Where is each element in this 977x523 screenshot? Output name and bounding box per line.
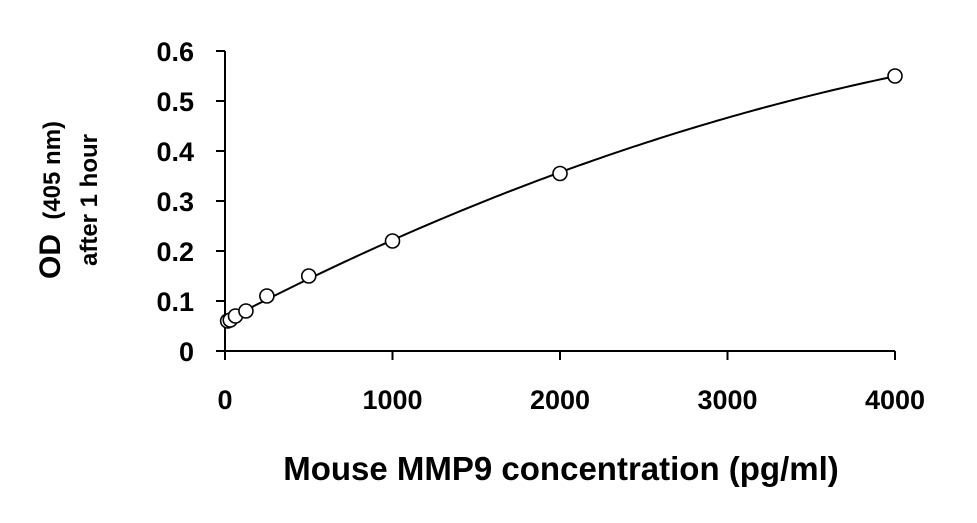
data-point: [552, 165, 568, 182]
y-axis-title: OD (405 nm): [34, 121, 67, 279]
data-point: [300, 268, 317, 284]
data-point: [384, 233, 401, 249]
y-axis-title-main: OD: [34, 234, 67, 279]
y-tick-label: 0.5: [156, 87, 194, 117]
y-tick-label: 0.2: [156, 237, 194, 267]
y-tick-label: 0: [179, 337, 194, 367]
x-tick-label: 3000: [697, 385, 757, 415]
data-points-layer: [219, 68, 903, 329]
x-tick-label: 0: [217, 385, 232, 415]
y-axis-title-line2: after 1 hour: [76, 134, 103, 266]
y-tick-label: 0.3: [156, 187, 194, 217]
x-tick-label: 2000: [530, 385, 590, 415]
fit-curve-line: [227, 75, 896, 321]
ticks-layer: 0 0.1 0.2 0.3 0.4 0.5 0.6 0 1000 2000 3000 4000: [156, 37, 925, 415]
data-point: [238, 303, 254, 319]
x-tick-label: 1000: [362, 385, 422, 415]
y-axis-title-unit: (405 nm): [39, 121, 66, 220]
y-tick-label: 0.1: [156, 287, 194, 317]
data-point: [887, 68, 903, 84]
x-axis-title: Mouse MMP9 concentration (pg/ml): [283, 450, 839, 487]
y-tick-label: 0.4: [156, 137, 194, 167]
x-tick-label: 4000: [865, 385, 925, 415]
data-point: [259, 288, 275, 304]
y-tick-label: 0.6: [156, 37, 194, 67]
fit-curve-layer: [227, 75, 896, 321]
